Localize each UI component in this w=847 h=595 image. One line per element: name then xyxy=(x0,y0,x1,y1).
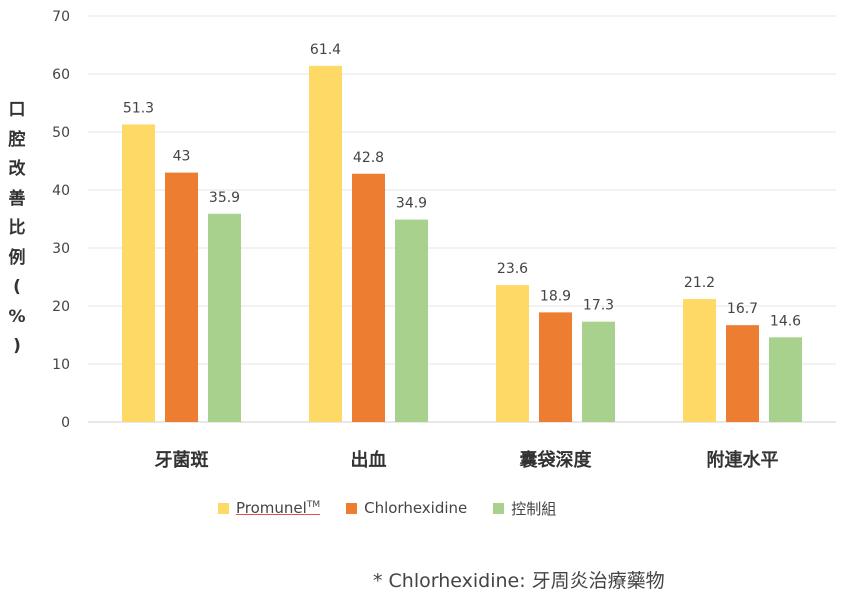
y-axis-label-char: ) xyxy=(13,336,21,356)
legend-item-chlorhexidine: Chlorhexidine xyxy=(346,499,467,517)
y-axis-label-char: 腔 xyxy=(8,129,26,150)
data-label: 51.3 xyxy=(123,100,154,116)
x-category-label: 牙菌斑 xyxy=(155,450,209,471)
data-label: 34.9 xyxy=(396,196,427,212)
legend: PromunelTM Chlorhexidine 控制組 xyxy=(218,497,582,519)
y-tick-label: 40 xyxy=(52,183,70,199)
data-label: 21.2 xyxy=(684,275,715,291)
legend-item-promunel: PromunelTM xyxy=(218,499,320,517)
bar xyxy=(582,321,615,422)
y-tick-label: 70 xyxy=(52,9,70,25)
x-category-label: 出血 xyxy=(351,449,387,471)
y-axis-label: 口腔改善比例 (%) xyxy=(6,96,28,362)
data-label: 61.4 xyxy=(310,42,341,58)
y-tick-label: 30 xyxy=(52,241,70,257)
data-label: 42.8 xyxy=(353,150,384,166)
legend-item-control: 控制組 xyxy=(493,498,556,519)
y-axis-label-char: ( xyxy=(13,277,21,297)
bar xyxy=(683,299,716,422)
x-category-label: 附連水平 xyxy=(707,449,779,471)
bar xyxy=(352,173,385,422)
data-label: 35.9 xyxy=(209,190,240,206)
bar xyxy=(539,312,572,422)
y-tick-label: 50 xyxy=(52,125,70,141)
bar xyxy=(208,213,241,422)
legend-swatch-control xyxy=(493,502,505,514)
y-axis-label-char: 善 xyxy=(8,188,26,209)
data-label: 17.3 xyxy=(583,298,614,314)
y-tick-label: 20 xyxy=(52,299,70,315)
bar xyxy=(769,337,802,422)
y-tick-label: 60 xyxy=(52,67,70,83)
bar xyxy=(165,172,198,422)
bar xyxy=(726,325,759,422)
legend-swatch-chlorhexidine xyxy=(346,502,358,514)
y-axis-label-char: 改 xyxy=(8,159,26,179)
legend-label-promunel[interactable]: PromunelTM xyxy=(236,499,321,517)
legend-label-control: 控制組 xyxy=(511,499,557,518)
y-axis-label-char: 比 xyxy=(8,218,26,238)
data-label: 43 xyxy=(173,149,191,165)
bar xyxy=(122,124,155,423)
y-axis-label-char: 例 xyxy=(8,247,26,268)
legend-swatch-promunel xyxy=(218,502,229,514)
data-label: 18.9 xyxy=(540,288,571,304)
bar xyxy=(309,65,342,422)
footnote: * Chlorhexidine: 牙周炎治療藥物 xyxy=(373,570,665,592)
bar xyxy=(496,285,529,422)
y-tick-label: 10 xyxy=(52,357,70,373)
data-label: 14.6 xyxy=(770,313,801,329)
data-label: 16.7 xyxy=(727,301,758,317)
legend-label-chlorhexidine: Chlorhexidine xyxy=(364,499,468,517)
y-axis-label-char: % xyxy=(8,306,26,327)
y-axis-label-char: 口 xyxy=(8,100,26,120)
data-label: 23.6 xyxy=(497,261,528,277)
bar xyxy=(395,219,428,422)
bar-chart: 0 10 20 30 40 50 60 70 51.3 43 35.9 牙菌斑 61.4 42.8 34.9… xyxy=(52,9,836,471)
x-category-label: 囊袋深度 xyxy=(519,449,593,471)
y-tick-label: 0 xyxy=(61,415,70,431)
